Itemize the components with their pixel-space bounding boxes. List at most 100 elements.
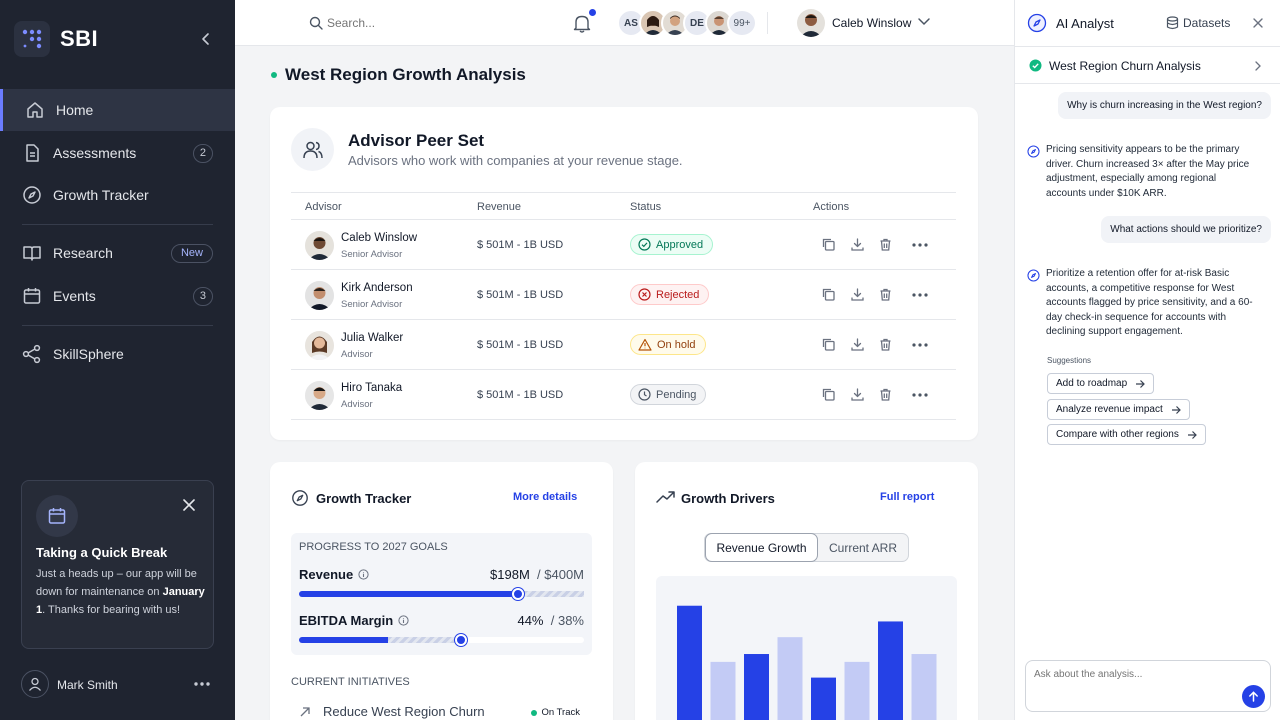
- brand-name: SBI: [60, 26, 99, 51]
- sidebar-item-skillsphere[interactable]: SkillSphere: [0, 333, 235, 375]
- info-icon: [358, 569, 369, 580]
- trash-icon[interactable]: [878, 337, 893, 352]
- row-actions: [821, 387, 941, 403]
- user-profile[interactable]: Mark Smith: [21, 670, 214, 698]
- progress-handle[interactable]: [455, 634, 467, 646]
- send-button[interactable]: [1242, 685, 1265, 708]
- current-user-avatar[interactable]: [797, 9, 825, 37]
- compass-icon: [22, 185, 42, 205]
- more-options-icon[interactable]: [911, 240, 929, 250]
- bar-6[interactable]: [844, 661, 870, 720]
- advisor-role: Advisor: [341, 399, 373, 410]
- database-icon[interactable]: [1166, 16, 1179, 30]
- copy-icon[interactable]: [821, 237, 836, 252]
- download-icon[interactable]: [850, 287, 865, 302]
- check-circle-icon: [1029, 59, 1042, 72]
- collapse-sidebar-button[interactable]: [198, 31, 214, 47]
- revenue-range: $ 501M - 1B USD: [477, 339, 564, 351]
- download-icon[interactable]: [850, 387, 865, 402]
- bar-4[interactable]: [777, 637, 803, 720]
- suggestion-chip[interactable]: Compare with other regions: [1047, 424, 1206, 445]
- users-icon: [291, 128, 334, 171]
- bar-2[interactable]: [710, 661, 736, 720]
- advisor-name: Hiro Tanaka: [341, 382, 403, 394]
- sidebar-item-label: Home: [56, 102, 94, 118]
- trash-icon[interactable]: [878, 287, 893, 302]
- sidebar-item-research[interactable]: Research New: [0, 232, 235, 274]
- copy-icon[interactable]: [821, 287, 836, 302]
- user-message: What actions should we prioritize?: [1101, 216, 1271, 243]
- column-header: Status: [630, 201, 662, 213]
- count-badge: 2: [192, 144, 213, 163]
- arrow-right-icon: [1187, 430, 1197, 439]
- more-options-icon[interactable]: [911, 390, 929, 400]
- more-options-icon[interactable]: [911, 340, 929, 350]
- metric-value: 44% / 38%: [517, 613, 584, 628]
- table-row[interactable]: Julia Walker Advisor $ 501M - 1B USD On …: [291, 320, 956, 370]
- thread-selector[interactable]: West Region Churn Analysis: [1015, 46, 1280, 84]
- suggestion-chip[interactable]: Analyze revenue impact: [1047, 399, 1190, 420]
- more-details-link[interactable]: More details: [513, 491, 578, 503]
- suggestions-heading: Suggestions: [1047, 356, 1092, 365]
- logo-icon: [14, 21, 50, 57]
- sidebar-item-events[interactable]: Events 3: [0, 275, 235, 317]
- sidebar-item-home[interactable]: Home: [0, 89, 235, 131]
- bar-8[interactable]: [911, 654, 937, 720]
- table-row[interactable]: Caleb Winslow Senior Advisor $ 501M - 1B…: [291, 220, 956, 270]
- revenue-progress-bar: [299, 588, 584, 600]
- section-heading: PROGRESS TO 2027 GOALS: [299, 541, 448, 553]
- copy-icon[interactable]: [821, 387, 836, 402]
- list-item[interactable]: Reduce West Region Churn On Track: [291, 702, 592, 720]
- bar-1[interactable]: [677, 605, 702, 720]
- more-collaborators-badge: 99+: [727, 9, 757, 37]
- notifications-bell-icon[interactable]: [571, 12, 593, 34]
- datasets-button[interactable]: Datasets: [1183, 16, 1231, 30]
- download-icon[interactable]: [850, 237, 865, 252]
- sidebar-item-assessments[interactable]: Assessments 2: [0, 132, 235, 174]
- tab-current-arr[interactable]: Current ARR: [828, 540, 898, 555]
- goals-progress: PROGRESS TO 2027 GOALS Revenue $198M / $…: [291, 533, 592, 655]
- tab-revenue-growth[interactable]: Revenue Growth: [705, 533, 818, 562]
- status-dot: [271, 72, 277, 78]
- avatar: [305, 381, 334, 410]
- message-input[interactable]: [1034, 669, 1234, 705]
- clock-icon: [638, 388, 651, 401]
- more-options-icon[interactable]: [911, 290, 929, 300]
- bar-chart: [656, 576, 957, 720]
- advisor-role: Advisor: [341, 349, 373, 360]
- more-options-icon[interactable]: [193, 678, 211, 690]
- trash-icon[interactable]: [878, 387, 893, 402]
- copy-icon[interactable]: [821, 337, 836, 352]
- divider: [767, 12, 768, 34]
- table-row[interactable]: Kirk Anderson Senior Advisor $ 501M - 1B…: [291, 270, 956, 320]
- search-input[interactable]: [327, 14, 527, 32]
- close-notice-button[interactable]: [182, 498, 196, 512]
- sidebar-item-growth-tracker[interactable]: Growth Tracker: [0, 174, 235, 216]
- trash-icon[interactable]: [878, 237, 893, 252]
- full-report-link[interactable]: Full report: [880, 491, 935, 503]
- compass-icon: [1027, 145, 1040, 158]
- chevron-down-icon[interactable]: [917, 17, 931, 27]
- warning-icon: [638, 338, 652, 351]
- card-title: Advisor Peer Set: [348, 131, 485, 150]
- panel-title: AI Analyst: [1056, 16, 1114, 31]
- status-badge: On hold: [630, 334, 706, 355]
- current-user-name[interactable]: Caleb Winslow: [832, 16, 912, 30]
- progress-overlay: [388, 637, 455, 643]
- suggestion-chip[interactable]: Add to roadmap: [1047, 373, 1155, 394]
- download-icon[interactable]: [850, 337, 865, 352]
- bar-5[interactable]: [811, 677, 836, 720]
- bar-3[interactable]: [744, 654, 769, 720]
- advisor-peer-set-card: Advisor Peer Set Advisors who work with …: [270, 107, 978, 440]
- table-row[interactable]: Hiro Tanaka Advisor $ 501M - 1B USD Pend…: [291, 370, 956, 420]
- bar-7[interactable]: [878, 621, 903, 720]
- bar-chart-svg: [677, 605, 937, 720]
- compass-icon: [291, 489, 309, 507]
- advisor-role: Senior Advisor: [341, 299, 403, 310]
- table-header: Advisor Revenue Status Actions: [291, 192, 956, 220]
- ebitda-progress-bar: [299, 634, 584, 646]
- status-badge: Approved: [630, 234, 714, 255]
- share-icon: [22, 344, 42, 364]
- close-icon[interactable]: [1252, 17, 1264, 29]
- progress-handle[interactable]: [512, 588, 524, 600]
